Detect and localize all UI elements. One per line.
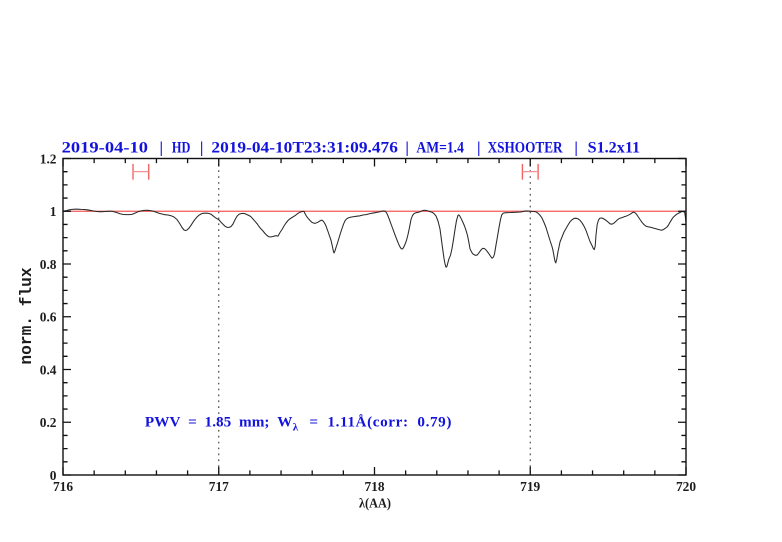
svg-text:PWV = 1.85 mm; W: PWV = 1.85 mm; W xyxy=(145,414,293,431)
svg-text:1: 1 xyxy=(50,204,57,219)
svg-text:0.2: 0.2 xyxy=(40,415,57,430)
svg-text:0.8: 0.8 xyxy=(40,257,57,272)
svg-text:1.2: 1.2 xyxy=(40,151,57,166)
svg-text:= 1.11Å(corr: 0.79): = 1.11Å(corr: 0.79) xyxy=(309,414,451,431)
svg-text:716: 716 xyxy=(53,479,73,494)
svg-text:|: | xyxy=(574,140,578,157)
svg-text:S1.2x11: S1.2x11 xyxy=(588,140,641,157)
svg-text:0.4: 0.4 xyxy=(40,362,57,377)
svg-text:λ: λ xyxy=(293,421,299,433)
svg-text:2019-04-10T23:31:09.476: 2019-04-10T23:31:09.476 xyxy=(211,140,398,157)
svg-text:717: 717 xyxy=(209,479,229,494)
svg-text:720: 720 xyxy=(676,479,696,494)
svg-text:0.6: 0.6 xyxy=(40,310,57,325)
svg-text:2019-04-10: 2019-04-10 xyxy=(62,140,148,157)
svg-text:norm. flux: norm. flux xyxy=(18,267,36,364)
svg-text:|: | xyxy=(200,140,204,157)
svg-text:AM=1.4: AM=1.4 xyxy=(416,140,464,157)
svg-text:0: 0 xyxy=(50,468,57,483)
svg-text:HD: HD xyxy=(172,140,191,157)
svg-text:718: 718 xyxy=(364,479,384,494)
svg-text:λ(AA): λ(AA) xyxy=(359,496,391,511)
svg-text:XSHOOTER: XSHOOTER xyxy=(488,140,563,157)
svg-text:|: | xyxy=(477,140,481,157)
svg-text:719: 719 xyxy=(520,479,540,494)
svg-text:|: | xyxy=(160,140,164,157)
svg-text:|: | xyxy=(405,140,409,157)
